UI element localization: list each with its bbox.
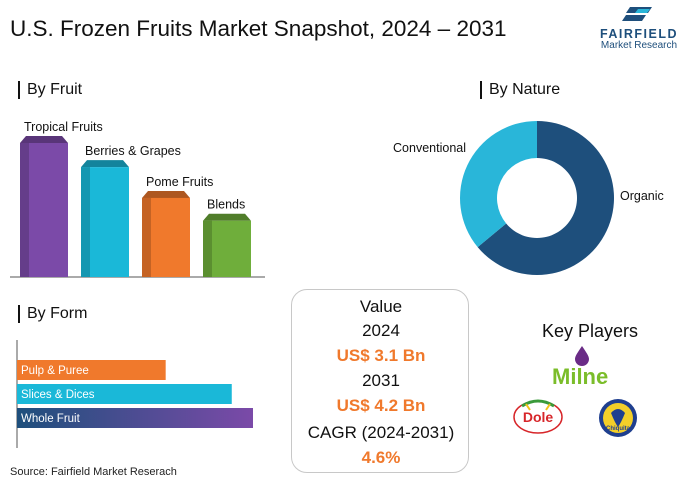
fruit-bar-top [203,213,251,221]
cagr-value: 4.6% [361,448,401,467]
dole-logo-text: Dole [523,409,554,425]
chiquita-logo: Chiquita [599,399,637,437]
fruit-bar-top [81,160,129,168]
fruit-bar-shade [20,143,29,277]
value-box: Value 2024 US$ 3.1 Bn 2031 US$ 4.2 Bn CA… [291,289,469,473]
fruit-bar-label: Berries & Grapes [85,144,181,158]
value-heading: Value [359,297,403,316]
value-year-2031: 2031 [362,371,400,390]
key-players-title: Key Players [541,321,639,341]
milne-logo: Milne [552,364,609,389]
fruit-bar-top [20,136,68,143]
logo-subtitle: Market Research [600,40,678,51]
fruit-bar-label: Pome Fruits [146,175,213,189]
section-by-nature: By Nature [480,81,560,99]
cagr-label: CAGR (2024-2031) [307,423,455,442]
section-by-form: By Form [18,305,87,323]
dole-logo: Dole [513,399,563,434]
nature-slice-label: Conventional [393,141,466,155]
section-by-fruit: By Fruit [18,81,82,99]
fruit-bar-shade [81,167,90,277]
fruit-bar-label: Blends [207,198,245,212]
fairfield-logo: FAIRFIELD Market Research [590,5,688,51]
value-2024: US$ 3.1 Bn [336,346,426,365]
fruit-bar-shade [142,197,151,277]
form-bar [17,360,166,380]
logo-name: FAIRFIELD [599,27,679,41]
form-bar [17,384,232,404]
nature-slice [477,121,614,275]
fruit-bar-top [142,190,190,198]
chiquita-logo-text: Chiquita [606,426,631,432]
nature-slice-label: Organic [620,189,664,203]
fruit-bar-shade [203,220,212,277]
fairfield-logo-icon [622,7,652,21]
source-note: Source: Fairfield Market Reserach [10,466,177,478]
nature-slice [460,121,537,248]
value-year-2024: 2024 [362,321,400,340]
page-title: U.S. Frozen Fruits Market Snapshot, 2024… [10,16,507,41]
form-bar-label: Pulp & Puree [21,365,89,377]
value-2031: US$ 4.2 Bn [336,396,426,415]
form-bar-label: Whole Fruit [21,413,81,425]
form-bar-label: Slices & Dices [21,389,95,401]
fruit-bar-label: Tropical Fruits [24,120,103,134]
form-bar [17,408,253,428]
